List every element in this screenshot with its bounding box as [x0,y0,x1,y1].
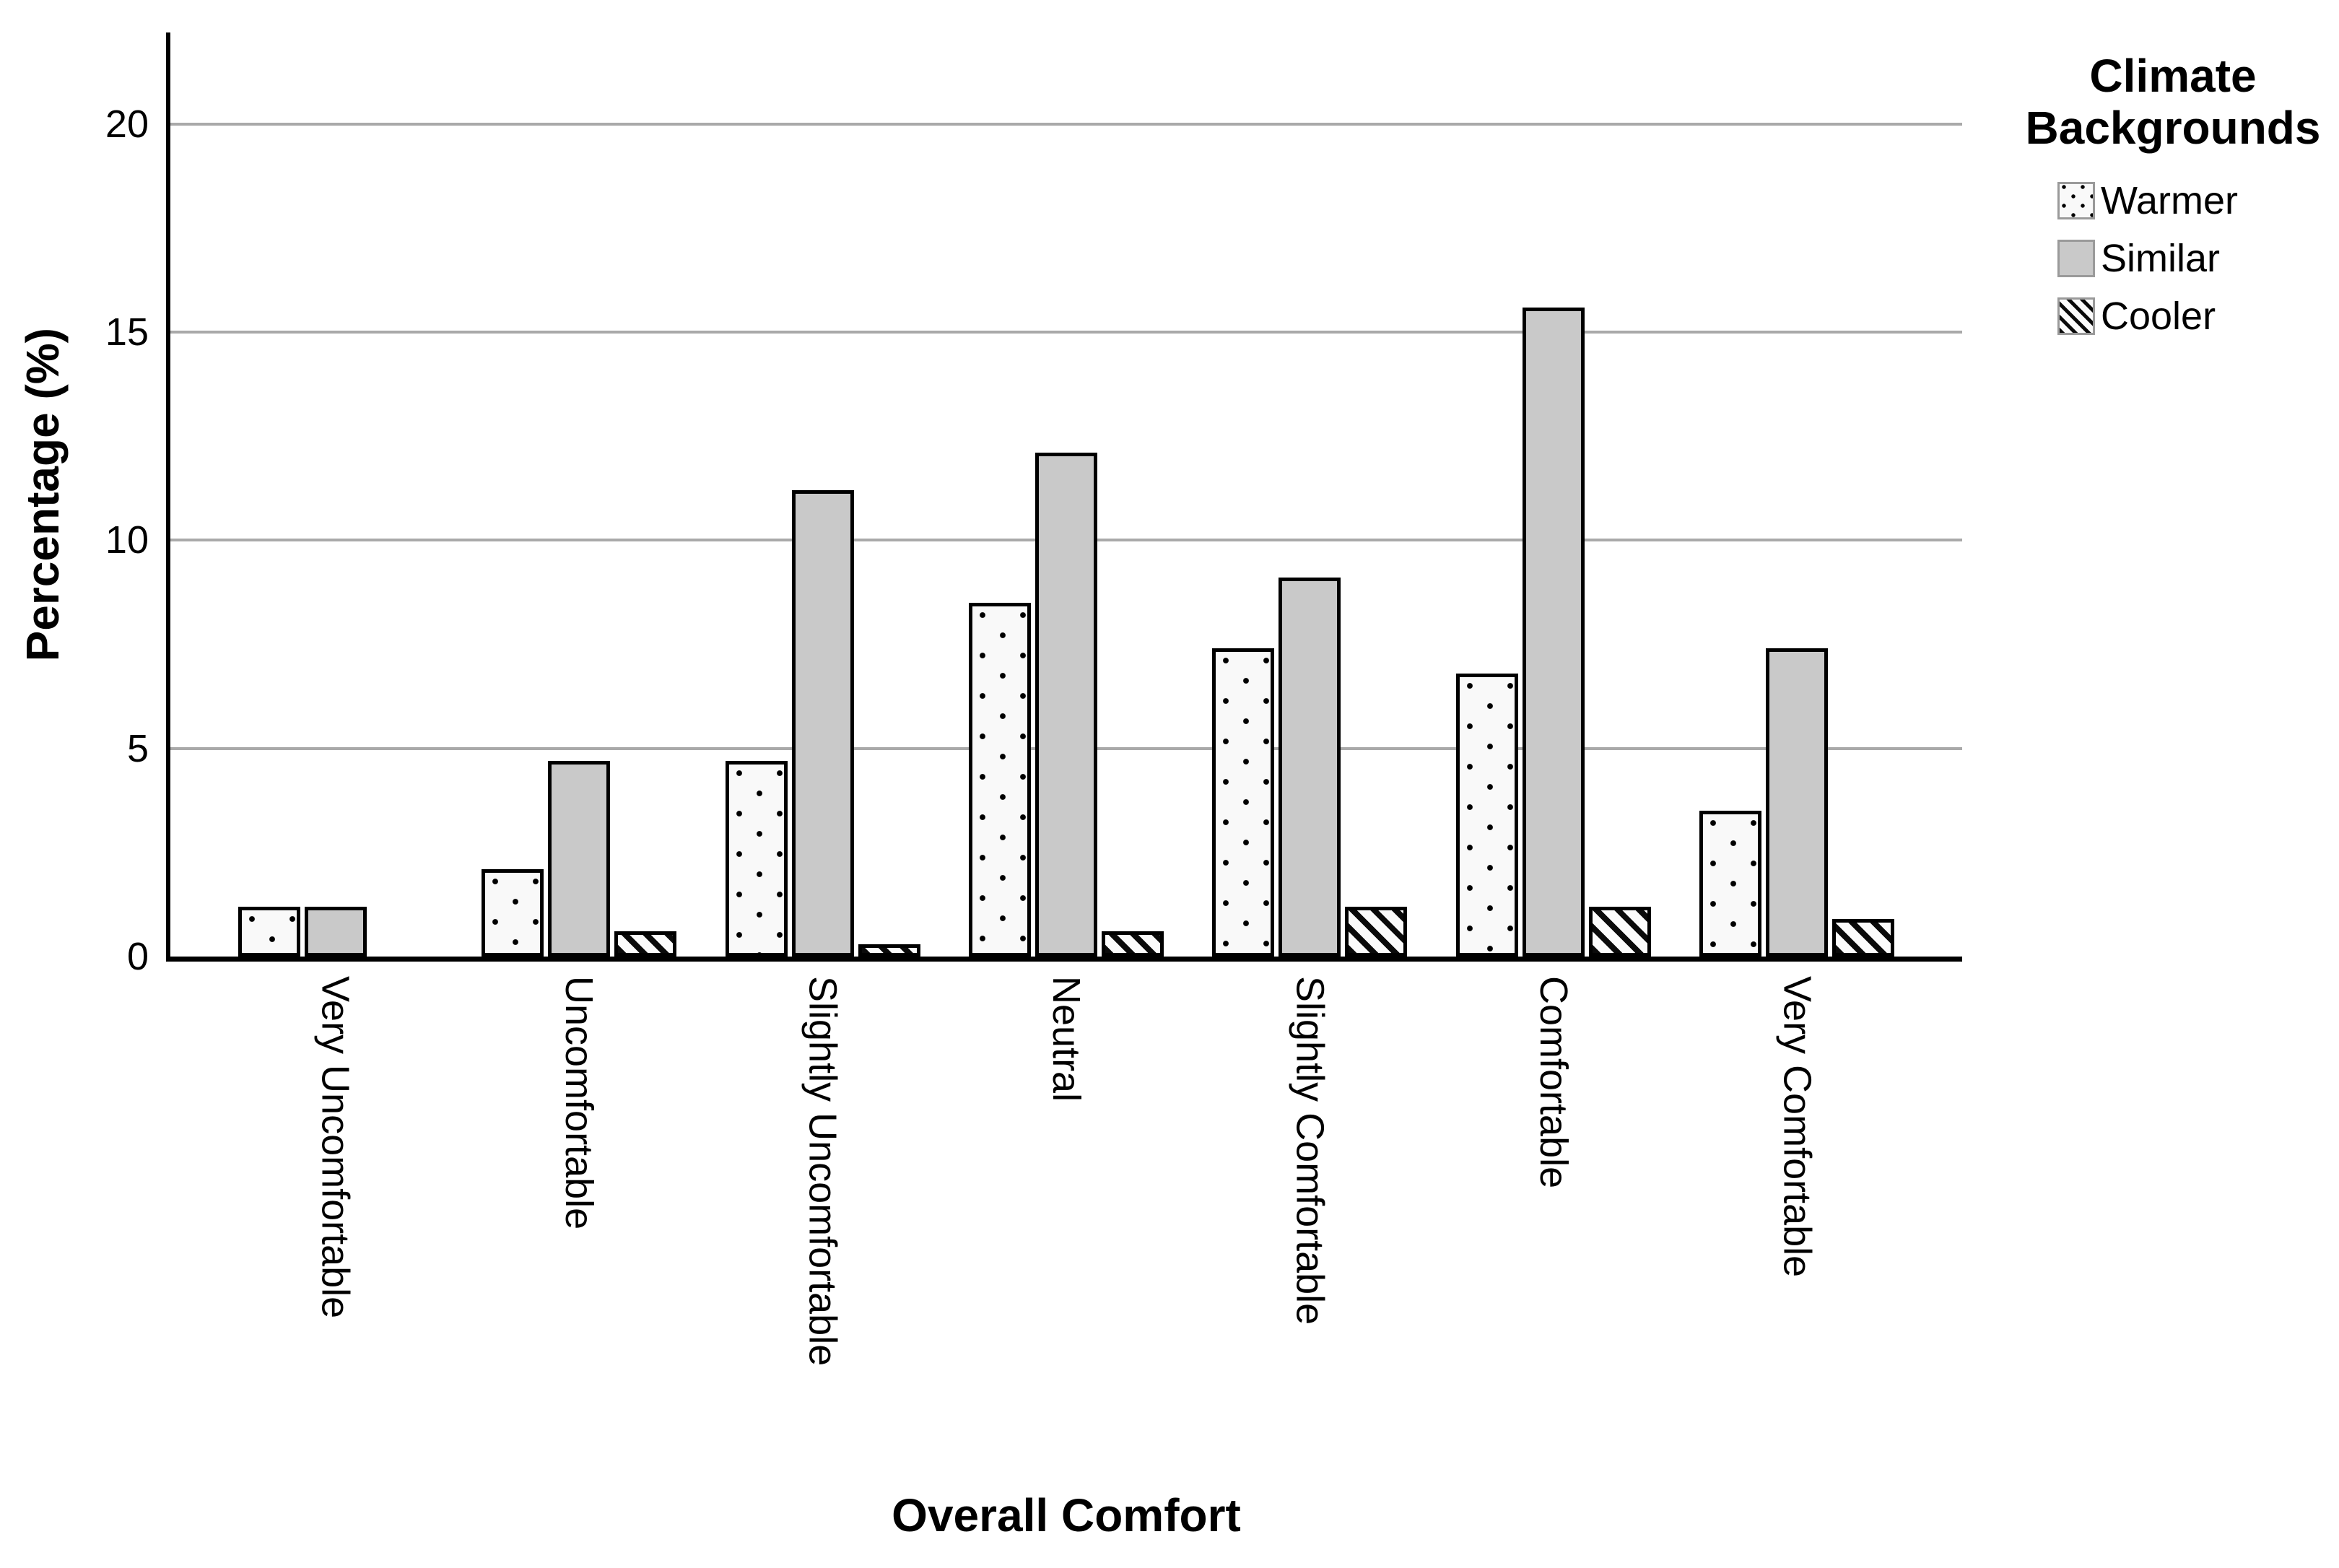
y-tick-label-5: 5 [126,726,149,770]
legend: Climate Backgrounds Warmer Similar Coole… [2007,50,2339,336]
bar-similar-slightly-uncomfortable [791,490,854,957]
bar-warmer-comfortable [1455,674,1518,957]
y-tick-label-0: 0 [126,935,149,978]
gridline-y-15 [170,331,1962,334]
bar-group-comfortable [1455,308,1651,957]
bar-group-very-uncomfortable [238,907,433,957]
bar-group-very-comfortable [1699,648,1895,957]
bar-cooler-slightly-comfortable [1345,907,1408,957]
x-axis-title: Overall Comfort [892,1489,1241,1541]
bar-group-slightly-comfortable [1212,578,1408,957]
bar-group-neutral [969,453,1164,957]
bar-cooler-comfortable [1588,907,1651,957]
bar-warmer-slightly-uncomfortable [725,761,788,957]
bar-similar-very-uncomfortable [304,907,367,957]
bar-warmer-very-uncomfortable [238,907,300,957]
legend-entry-cooler: Cooler [2007,297,2339,336]
x-tick-label-slightly-comfortable: Slightly Comfortable [1288,976,1332,1325]
legend-entry-label: Similar [2101,237,2221,281]
bar-cooler-uncomfortable [614,931,677,957]
bar-warmer-slightly-comfortable [1212,648,1275,957]
bar-similar-comfortable [1522,308,1585,957]
y-tick-label-10: 10 [105,518,149,562]
bar-cooler-very-comfortable [1832,919,1895,957]
x-tick-label-slightly-uncomfortable: Slightly Uncomfortable [801,976,845,1367]
legend-entry-label: Warmer [2101,179,2238,223]
bar-similar-slightly-comfortable [1279,578,1341,957]
bar-group-uncomfortable [482,761,677,957]
warmer-pattern-swatch-icon [2057,182,2095,220]
bar-warmer-neutral [969,603,1031,957]
x-tick-label-very-uncomfortable: Very Uncomfortable [313,976,357,1319]
bar-warmer-uncomfortable [482,869,544,957]
x-tick-label-neutral: Neutral [1045,976,1088,1102]
legend-title: Climate Backgrounds [2025,50,2321,154]
y-tick-label-20: 20 [105,102,149,146]
bar-warmer-very-comfortable [1699,811,1762,957]
plot-area [166,32,1962,962]
bar-similar-uncomfortable [548,761,611,957]
gridline-y-20 [170,122,1962,126]
y-tick-label-15: 15 [105,310,149,354]
similar-solid-swatch-icon [2057,240,2095,278]
bar-cooler-neutral [1102,931,1164,957]
bar-cooler-slightly-uncomfortable [858,944,920,957]
x-tick-label-uncomfortable: Uncomfortable [557,976,601,1230]
bar-similar-very-comfortable [1766,648,1829,957]
legend-entry-similar: Similar [2007,239,2339,278]
legend-entry-label: Cooler [2101,295,2216,339]
x-tick-label-very-comfortable: Very Comfortable [1775,976,1819,1278]
x-tick-label-comfortable: Comfortable [1531,976,1575,1189]
bar-similar-neutral [1035,453,1097,957]
legend-entry-warmer: Warmer [2007,181,2339,220]
bar-group-slightly-uncomfortable [725,490,920,957]
cooler-hatch-swatch-icon [2057,297,2095,336]
y-axis-title-box: Percentage (%) [10,32,75,957]
y-axis-title: Percentage (%) [17,327,69,662]
